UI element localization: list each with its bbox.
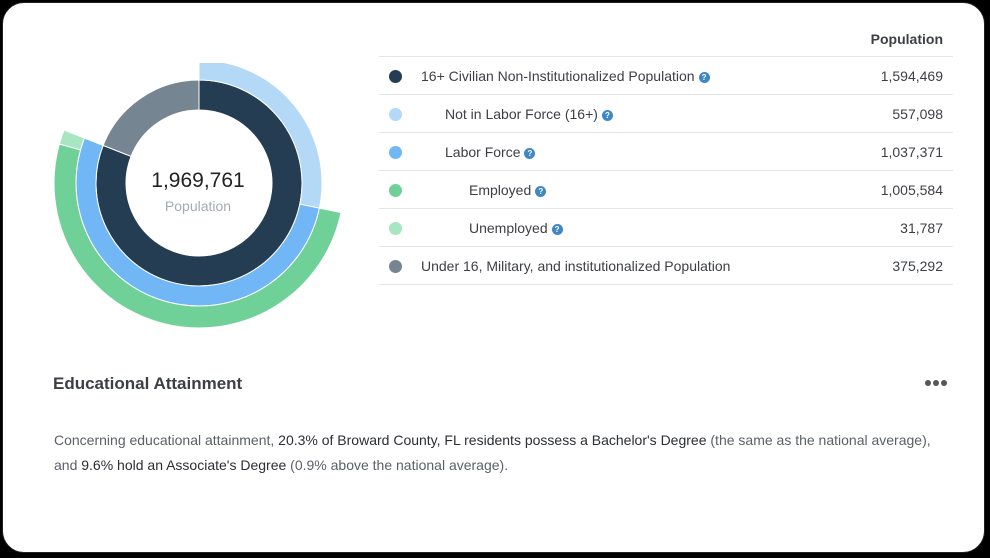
row-label-cell: 16+ Civilian Non-Institutionalized Popul…: [411, 56, 853, 95]
legend-dot-cell: [379, 94, 411, 133]
row-label-cell: Not in Labor Force (16+)?: [411, 94, 853, 133]
row-value: 1,037,371: [852, 132, 953, 171]
legend-dot-cell: [379, 246, 411, 285]
legend-dot-cell: [379, 132, 411, 171]
paragraph-highlight: 9.6% hold an Associate's Degree: [81, 457, 287, 473]
legend-dot-cell: [379, 208, 411, 247]
section-title: Educational Attainment: [53, 374, 243, 393]
help-icon[interactable]: ?: [535, 185, 547, 197]
legend-dot: [388, 70, 402, 84]
population-column-header: Population: [870, 31, 943, 47]
row-value: 31,787: [852, 208, 953, 247]
row-label: Under 16, Military, and institutionalize…: [421, 257, 731, 274]
row-label: Not in Labor Force (16+): [445, 105, 598, 122]
row-label: Employed: [469, 181, 532, 198]
paragraph-highlight: 20.3% of Broward County, FL residents po…: [278, 432, 707, 448]
arc-unemployed[interactable]: [58, 129, 86, 151]
table-row: Labor Force? 1,037,371: [379, 132, 953, 171]
table-row: Under 16, Military, and institutionalize…: [379, 246, 953, 285]
legend-dot: [388, 108, 402, 122]
row-value: 375,292: [852, 246, 953, 285]
population-table: Population 16+ Civilian Non-Institutiona…: [379, 23, 953, 285]
help-icon[interactable]: ?: [524, 147, 536, 159]
help-icon[interactable]: ?: [551, 223, 563, 235]
row-label: Labor Force: [445, 143, 521, 160]
row-label-cell: Unemployed?: [411, 208, 853, 247]
row-value: 1,005,584: [852, 170, 953, 209]
row-value: 1,594,469: [852, 56, 953, 95]
table-header-row: Population: [379, 23, 953, 57]
section-paragraph: Concerning educational attainment, 20.3%…: [54, 428, 934, 478]
arc-under-16-military[interactable]: [102, 79, 200, 157]
table-row: Not in Labor Force (16+)? 557,098: [379, 94, 953, 133]
paragraph-text: Concerning educational attainment,: [54, 432, 279, 448]
paragraph-text: (0.9% above the national average).: [286, 457, 509, 473]
row-label-cell: Labor Force?: [411, 132, 853, 171]
legend-dot: [388, 260, 402, 274]
legend-dot: [388, 222, 402, 236]
center-value: 1,969,761: [151, 169, 245, 192]
row-label-cell: Employed?: [411, 170, 853, 209]
help-icon[interactable]: ?: [601, 109, 613, 121]
center-label: Population: [164, 198, 232, 214]
legend-dot: [388, 184, 402, 198]
row-value: 557,098: [852, 94, 953, 133]
sunburst-chart: [53, 63, 341, 329]
row-label: Unemployed: [469, 219, 548, 236]
legend-dot: [388, 146, 402, 160]
legend-dot-cell: [379, 170, 411, 209]
legend-dot-cell: [379, 56, 411, 95]
help-icon[interactable]: ?: [698, 71, 710, 83]
table-row: 16+ Civilian Non-Institutionalized Popul…: [379, 56, 953, 95]
table-row: Unemployed? 31,787: [379, 208, 953, 247]
more-options-icon[interactable]: [925, 380, 947, 386]
paragraph-text: (the same as the national average), and: [54, 432, 931, 473]
row-label-cell: Under 16, Military, and institutionalize…: [411, 246, 853, 285]
row-label: 16+ Civilian Non-Institutionalized Popul…: [421, 67, 695, 84]
table-row: Employed? 1,005,584: [379, 170, 953, 209]
